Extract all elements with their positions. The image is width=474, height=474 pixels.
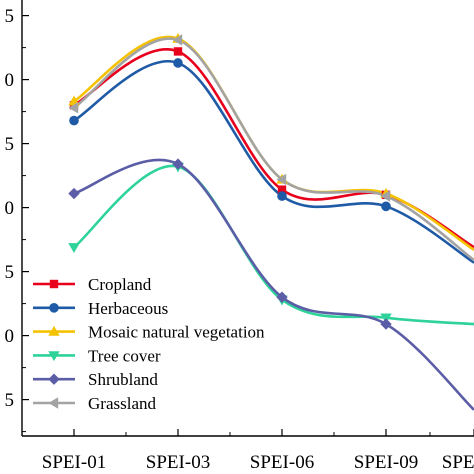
data-point-grassland: [380, 190, 391, 202]
legend-label: Herbaceous: [88, 299, 168, 318]
data-point-shrubland: [172, 158, 184, 170]
data-point-shrubland: [68, 187, 80, 200]
data-point-grassland: [68, 102, 79, 114]
x-tick-label: SPEI-09: [354, 452, 418, 473]
legend-marker: [48, 325, 60, 336]
legend-label: Mosaic natural vegetation: [88, 323, 265, 342]
x-tick-label: SPEI-12: [442, 452, 474, 473]
y-tick-label: 5: [5, 134, 15, 155]
legend-label: Grassland: [88, 394, 156, 413]
legend-item-cropland: Cropland: [33, 275, 152, 294]
y-tick-label: 5: [5, 390, 15, 411]
data-point-cropland: [173, 47, 183, 56]
series-line-cropland: [73, 48, 474, 249]
series-markers: [68, 32, 392, 330]
x-tick-label: SPEI-01: [42, 452, 106, 473]
data-point-grassland: [276, 173, 287, 186]
y-tick-label: 0: [5, 326, 15, 347]
legend-marker: [48, 351, 60, 362]
series-line-mosaic-natural-vegetation: [73, 35, 474, 251]
data-point-grassland: [172, 34, 183, 46]
y-tick-label: 0: [5, 198, 15, 219]
legend-item-shrubland: Shrubland: [33, 370, 158, 389]
data-point-herbaceous: [277, 191, 287, 201]
legend-marker: [48, 397, 59, 409]
y-tick-label: 5: [5, 262, 15, 283]
legend-item-grassland: Grassland: [33, 394, 156, 413]
x-tick-label: SPEI-06: [250, 452, 314, 473]
data-point-herbaceous: [69, 115, 79, 126]
series-line-herbaceous: [73, 59, 474, 264]
x-tick-label: SPEI-03: [146, 452, 210, 473]
data-point-herbaceous: [381, 201, 391, 212]
legend-label: Tree cover: [88, 346, 161, 365]
legend-item-herbaceous: Herbaceous: [33, 299, 168, 318]
series-line-grassland: [73, 37, 474, 262]
legend: Cropland Herbaceous Mosaic natural vegetat…: [33, 275, 265, 413]
axes: 5 0 5 0 5 0 5 SPEI-01 SPEI-03 SPEI-06 SPEI-09 SPEI-…: [5, 0, 474, 473]
legend-item-tree-cover: Tree cover: [33, 346, 161, 365]
data-point-herbaceous: [173, 58, 183, 68]
data-point-shrubland: [276, 291, 288, 303]
legend-marker: [49, 279, 59, 289]
y-tick-label: 0: [5, 70, 15, 91]
legend-marker: [48, 373, 60, 385]
y-tick-label: 5: [5, 6, 15, 27]
series-line-tree-cover: [73, 164, 474, 326]
data-point-shrubland: [380, 318, 392, 330]
data-point-cropland: [277, 185, 287, 194]
legend-marker: [49, 303, 59, 313]
data-point-tree-cover: [68, 243, 80, 253]
legend-label: Shrubland: [88, 370, 158, 389]
legend-label: Cropland: [88, 275, 152, 294]
legend-item-mosaic-natural-vegetation: Mosaic natural vegetation: [33, 323, 265, 342]
